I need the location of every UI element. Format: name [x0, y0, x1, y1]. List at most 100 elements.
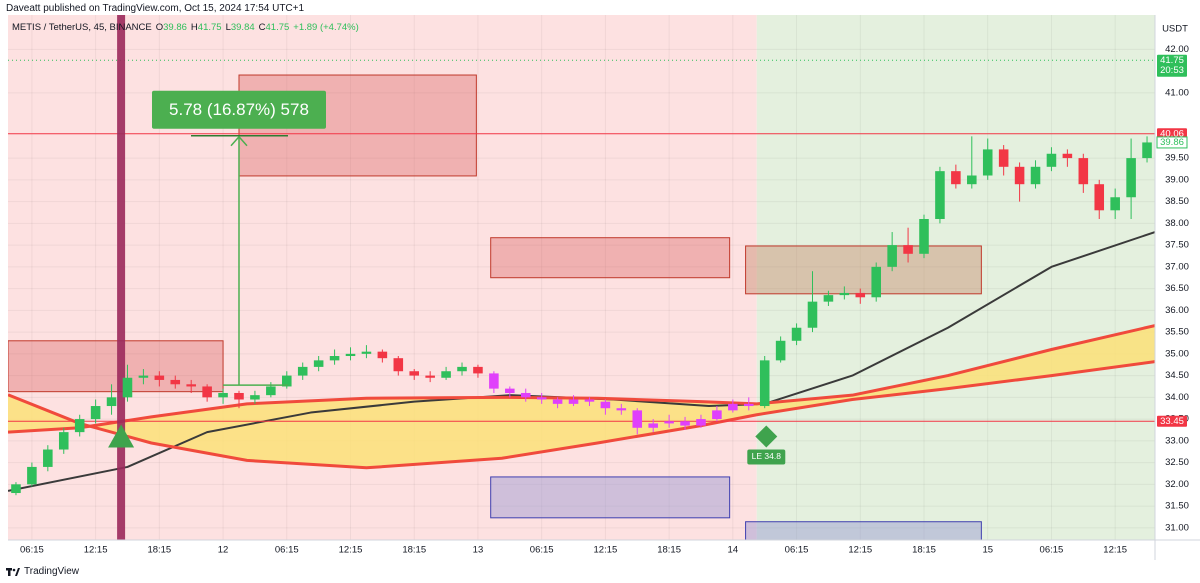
candle-body	[361, 351, 372, 354]
indicator-line	[8, 324, 1155, 434]
candle-body	[106, 397, 117, 407]
candle-body	[170, 379, 181, 385]
candle-body	[234, 392, 244, 400]
y-tick-label: 33.00	[1165, 435, 1189, 446]
x-tick-label: 06:15	[785, 545, 809, 556]
ohlc-label: L	[225, 22, 231, 33]
entry-triangle	[108, 424, 135, 448]
candle-body	[568, 399, 579, 404]
candle-body	[266, 386, 276, 396]
candle-body	[425, 375, 435, 378]
candle-body	[409, 371, 420, 376]
candle-body	[441, 371, 451, 378]
x-tick-label: 06:15	[530, 545, 554, 556]
ohlc-label: C	[258, 22, 266, 33]
x-tick-label: 18:15	[147, 545, 171, 556]
candle-body	[1046, 153, 1057, 167]
candle-body	[680, 421, 690, 426]
x-tick-label: 18:15	[657, 545, 681, 556]
price-tag	[1157, 54, 1187, 77]
zone	[8, 340, 224, 393]
candle-body	[791, 327, 802, 341]
symbol: METIS / TetherUS, 45, BINANCE	[12, 22, 152, 33]
x-tick-label: 12:15	[84, 545, 108, 556]
candle-body	[552, 399, 563, 404]
x-axis-bg	[0, 540, 1155, 560]
entry-diamond	[755, 425, 778, 448]
y-tick-label: 34.00	[1165, 392, 1189, 403]
candle-body	[696, 419, 706, 426]
candle-body	[154, 375, 165, 380]
y-tick-label: 39.00	[1165, 174, 1189, 185]
candle-body	[871, 266, 881, 298]
candle-body	[712, 410, 722, 420]
x-tick-label: 06:15	[1040, 545, 1064, 556]
candle-body	[807, 301, 818, 328]
measure-label: 5.78 (16.87%) 578	[169, 100, 309, 119]
x-tick-label: 15	[982, 545, 993, 556]
candle-body	[1062, 153, 1073, 159]
plot-area: LE 34.8 5.78 (16.87%) 578	[8, 15, 1155, 540]
y-tick-label: 31.00	[1165, 522, 1189, 533]
candle-body	[43, 449, 53, 467]
close-tag-label: 39.86	[1160, 137, 1184, 148]
candle-body	[919, 218, 929, 254]
x-tick-label: 12:15	[339, 545, 363, 556]
candle-body	[648, 423, 658, 428]
indicator-line	[8, 360, 1155, 470]
header: Daveatt published on TradingView.com, Oc…	[6, 3, 305, 14]
price-tag-label: 41.75	[1160, 55, 1184, 66]
ohlc-value: 41.75	[265, 22, 290, 33]
x-tick-label: 14	[728, 545, 739, 556]
y-tick-label: 37.00	[1165, 261, 1189, 272]
candle-body	[664, 421, 674, 424]
y-tick-label: 38.00	[1165, 218, 1189, 229]
ohlc-label: H	[190, 22, 198, 33]
signal-label-bg	[747, 449, 786, 465]
countdown: 20:53	[1160, 65, 1184, 76]
y-tick-label: 35.50	[1165, 327, 1189, 338]
candle-body	[1014, 166, 1025, 185]
candle-body	[584, 399, 595, 402]
price-tag-label: 40.06	[1160, 128, 1184, 139]
brand: TradingView	[24, 566, 80, 577]
price-tag-label: 33.45	[1160, 416, 1184, 427]
x-tick-label: 12:15	[1103, 545, 1127, 556]
logo	[6, 567, 20, 576]
candle-body	[982, 149, 993, 176]
candle-body	[90, 406, 101, 420]
session-bg	[756, 15, 1155, 540]
y-tick-label: 36.00	[1165, 305, 1189, 316]
measure-label-bg	[151, 90, 326, 129]
currency: USDT	[1162, 24, 1188, 35]
candle-body	[903, 245, 913, 254]
candle-body	[967, 175, 977, 185]
y-tick-label: 32.50	[1165, 457, 1189, 468]
x-tick-label: 18:15	[402, 545, 426, 556]
ohlc-label: O	[155, 22, 164, 33]
candle-body	[313, 360, 324, 367]
cloud-fill	[8, 325, 1155, 468]
candle-body	[473, 366, 483, 374]
footer: TradingView	[6, 566, 79, 577]
y-tick-label: 34.50	[1165, 370, 1189, 381]
y-tick-label: 41.00	[1165, 87, 1189, 98]
zone	[490, 476, 731, 519]
ohlc-value: 39.86	[163, 22, 187, 33]
candle-body	[839, 292, 850, 296]
y-tick-label: 36.50	[1165, 283, 1189, 294]
candle-body	[186, 384, 196, 387]
change: +1.89 (+4.74%)	[293, 22, 359, 33]
candle-body	[998, 149, 1009, 167]
measure-arrowhead	[230, 135, 248, 147]
candle-body	[1078, 158, 1089, 185]
candle-body	[27, 466, 37, 485]
candle-body	[74, 419, 85, 433]
candle-body	[855, 292, 866, 298]
signal-label: LE 34.8	[752, 451, 782, 461]
x-tick-label: 12:15	[848, 545, 872, 556]
x-tick-label: 12	[218, 545, 229, 556]
candle-body	[728, 403, 738, 411]
candle-body	[759, 360, 770, 407]
